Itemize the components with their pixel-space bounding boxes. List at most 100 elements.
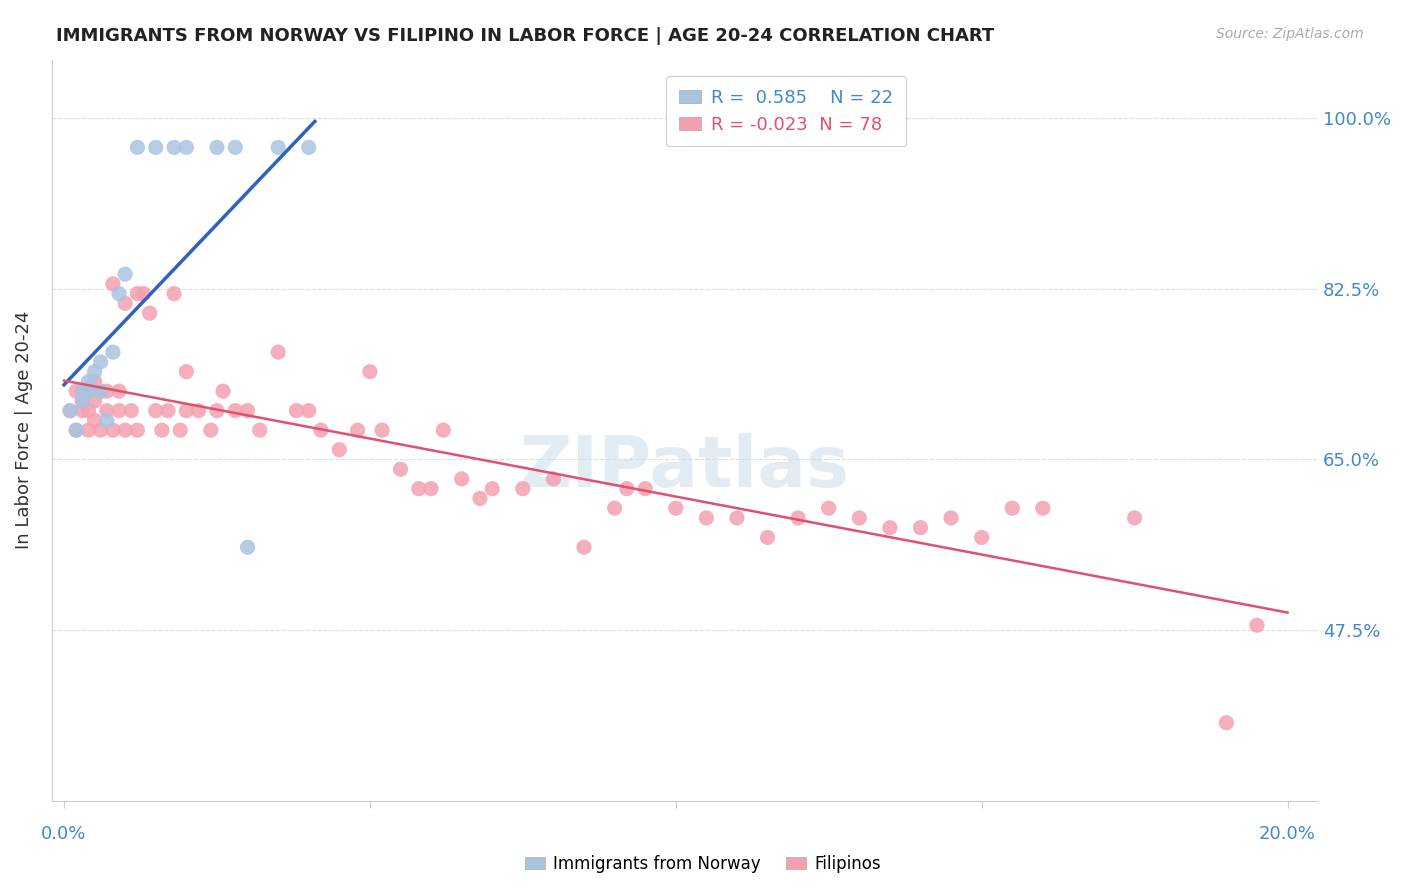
Point [108, 286, 131, 301]
Point [176, 365, 198, 379]
Point [1001, 501, 1024, 516]
Point [176, 140, 198, 154]
Point [224, 140, 246, 154]
Point [101, 345, 124, 359]
Point [298, 140, 321, 154]
Point [132, 286, 155, 301]
Point [114, 296, 136, 310]
Point [72, 384, 94, 399]
Point [65, 384, 87, 399]
Point [481, 482, 503, 496]
Point [616, 482, 638, 496]
Point [101, 277, 124, 291]
Point [169, 423, 191, 437]
Point [59, 403, 82, 417]
Point [90, 423, 112, 437]
Point [83, 365, 105, 379]
Point [83, 393, 105, 408]
Point [910, 521, 932, 535]
Point [1032, 501, 1054, 516]
Point [138, 306, 160, 320]
Point [163, 286, 186, 301]
Point [1246, 618, 1268, 632]
Point [420, 482, 443, 496]
Point [328, 442, 350, 457]
Point [848, 511, 870, 525]
Point [236, 540, 259, 554]
Y-axis label: In Labor Force | Age 20-24: In Labor Force | Age 20-24 [15, 311, 32, 549]
Text: IMMIGRANTS FROM NORWAY VS FILIPINO IN LABOR FORCE | AGE 20-24 CORRELATION CHART: IMMIGRANTS FROM NORWAY VS FILIPINO IN LA… [56, 27, 994, 45]
Point [156, 403, 179, 417]
Point [1123, 511, 1146, 525]
Point [389, 462, 412, 476]
Point [145, 140, 167, 154]
Point [970, 531, 993, 545]
Point [572, 540, 595, 554]
Point [787, 511, 810, 525]
Point [695, 511, 717, 525]
Point [77, 423, 100, 437]
Point [96, 413, 118, 427]
Point [150, 423, 173, 437]
Text: 0.0%: 0.0% [41, 825, 87, 843]
Point [120, 403, 142, 417]
Point [83, 375, 105, 389]
Point [1215, 715, 1237, 730]
Point [512, 482, 534, 496]
Point [236, 403, 259, 417]
Point [285, 403, 308, 417]
Text: 20.0%: 20.0% [1260, 825, 1316, 843]
Point [65, 423, 87, 437]
Legend: Immigrants from Norway, Filipinos: Immigrants from Norway, Filipinos [519, 848, 887, 880]
Point [90, 384, 112, 399]
Point [176, 403, 198, 417]
Point [309, 423, 332, 437]
Point [72, 384, 94, 399]
Point [249, 423, 271, 437]
Point [205, 140, 228, 154]
Point [725, 511, 748, 525]
Point [114, 267, 136, 281]
Point [408, 482, 430, 496]
Point [114, 423, 136, 437]
Point [187, 403, 209, 417]
Point [163, 140, 186, 154]
Point [72, 393, 94, 408]
Point [432, 423, 454, 437]
Point [205, 403, 228, 417]
Point [127, 423, 149, 437]
Point [72, 403, 94, 417]
Point [634, 482, 657, 496]
Point [346, 423, 368, 437]
Point [77, 403, 100, 417]
Point [127, 286, 149, 301]
Point [359, 365, 381, 379]
Point [200, 423, 222, 437]
Point [77, 375, 100, 389]
Point [879, 521, 901, 535]
Point [108, 384, 131, 399]
Point [267, 140, 290, 154]
Point [543, 472, 565, 486]
Point [83, 413, 105, 427]
Point [212, 384, 235, 399]
Point [939, 511, 962, 525]
Legend: R =  0.585    N = 22, R = -0.023  N = 78: R = 0.585 N = 22, R = -0.023 N = 78 [666, 76, 907, 146]
Point [665, 501, 688, 516]
Point [96, 384, 118, 399]
Point [90, 355, 112, 369]
Point [468, 491, 491, 506]
Point [77, 384, 100, 399]
Text: ZIPatlas: ZIPatlas [520, 433, 851, 501]
Point [77, 384, 100, 399]
Text: Source: ZipAtlas.com: Source: ZipAtlas.com [1216, 27, 1364, 41]
Point [371, 423, 394, 437]
Point [224, 403, 246, 417]
Point [298, 403, 321, 417]
Point [108, 403, 131, 417]
Point [96, 403, 118, 417]
Point [101, 423, 124, 437]
Point [59, 403, 82, 417]
Point [90, 384, 112, 399]
Point [756, 531, 779, 545]
